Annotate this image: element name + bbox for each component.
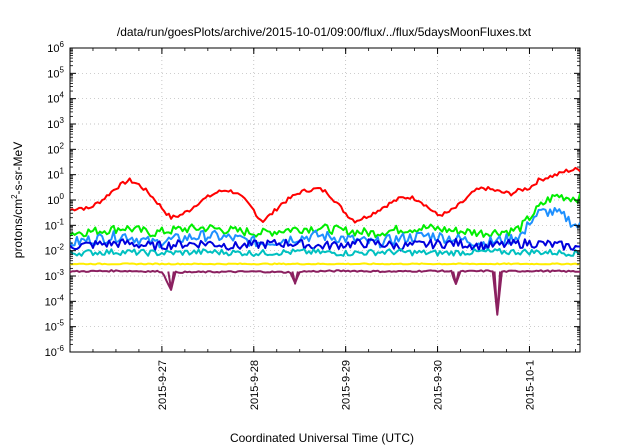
y-tick-label: 10-3 <box>45 268 65 283</box>
y-tick-base: 10 <box>47 170 59 182</box>
y-tick-exponent: -4 <box>57 293 65 302</box>
y-tick-base: 10 <box>47 195 59 207</box>
y-tick-base: 10 <box>47 119 59 131</box>
x-tick-label: 2015-10-1 <box>524 360 536 410</box>
y-tick-exponent: -6 <box>57 344 65 353</box>
series-line-6 <box>70 262 580 266</box>
x-tick-label: 2015-9-27 <box>157 360 169 410</box>
y-tick-label: 10-5 <box>45 319 65 334</box>
y-tick-exponent: -1 <box>57 217 65 226</box>
y-axis-label-post: -s-sr-MeV <box>11 142 25 195</box>
y-tick-label: 106 <box>47 40 64 55</box>
x-axis-label: Coordinated Universal Time (UTC) <box>230 431 414 445</box>
series-line-7 <box>70 269 580 316</box>
series-layer <box>70 166 580 316</box>
y-axis-label: protons/cm2-s-sr-MeV <box>10 142 25 258</box>
y-tick-base: 10 <box>45 271 57 283</box>
x-tick-label: 2015-9-30 <box>433 360 445 410</box>
y-tick-exponent: 5 <box>60 65 65 74</box>
y-tick-exponent: 3 <box>60 116 65 125</box>
y-tick-exponent: -5 <box>57 319 65 328</box>
series-line-3 <box>70 207 580 250</box>
y-tick-label: 10-1 <box>45 217 65 232</box>
y-tick-label: 101 <box>47 167 64 182</box>
y-tick-exponent: 0 <box>60 192 65 201</box>
x-axis-ticks: 2015-9-27 2015-9-28 2015-9-29 2015-9-30 2015… <box>69 48 576 410</box>
y-tick-label: 10-2 <box>45 243 65 258</box>
y-tick-exponent: 6 <box>60 40 65 49</box>
y-tick-label: 102 <box>47 141 64 156</box>
y-axis-label-pre: protons/cm <box>11 199 25 258</box>
y-tick-base: 10 <box>45 296 57 308</box>
y-tick-exponent: 2 <box>60 141 65 150</box>
x-tick-label: 2015-9-29 <box>341 360 353 410</box>
y-tick-exponent: -2 <box>57 243 65 252</box>
series-line-5 <box>70 247 580 257</box>
y-tick-label: 104 <box>47 91 64 106</box>
y-tick-label: 10-4 <box>45 293 65 308</box>
y-tick-base: 10 <box>45 220 57 232</box>
x-tick-label: 2015-9-28 <box>249 360 261 410</box>
y-tick-exponent: 1 <box>60 167 65 176</box>
y-tick-exponent: -3 <box>57 268 65 277</box>
y-tick-base: 10 <box>45 347 57 359</box>
y-tick-base: 10 <box>47 68 59 80</box>
y-tick-label: 10-6 <box>45 344 65 359</box>
series-line-4 <box>70 237 580 252</box>
y-axis-label-sup: 2 <box>10 194 19 199</box>
grid-lines <box>70 48 580 352</box>
y-tick-base: 10 <box>47 43 59 55</box>
series-line-1 <box>70 166 580 224</box>
y-tick-label: 100 <box>47 192 64 207</box>
y-tick-base: 10 <box>47 94 59 106</box>
y-tick-base: 10 <box>45 246 57 258</box>
y-axis-ticks: 10-610-510-410-310-210-11001011021031041… <box>45 40 580 359</box>
y-tick-label: 103 <box>47 116 64 131</box>
y-tick-label: 105 <box>47 65 64 80</box>
series-line-2 <box>70 193 580 239</box>
y-tick-exponent: 4 <box>60 91 65 100</box>
y-tick-base: 10 <box>47 144 59 156</box>
chart-title: /data/run/goesPlots/archive/2015-10-01/0… <box>117 25 532 39</box>
y-tick-base: 10 <box>45 322 57 334</box>
